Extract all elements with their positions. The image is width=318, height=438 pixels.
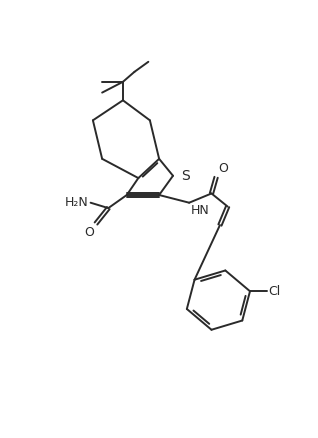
Text: HN: HN [191,204,210,217]
Text: Cl: Cl [268,285,281,298]
Text: O: O [218,162,228,175]
Text: S: S [181,169,190,183]
Text: O: O [84,226,94,239]
Text: H₂N: H₂N [65,196,88,209]
